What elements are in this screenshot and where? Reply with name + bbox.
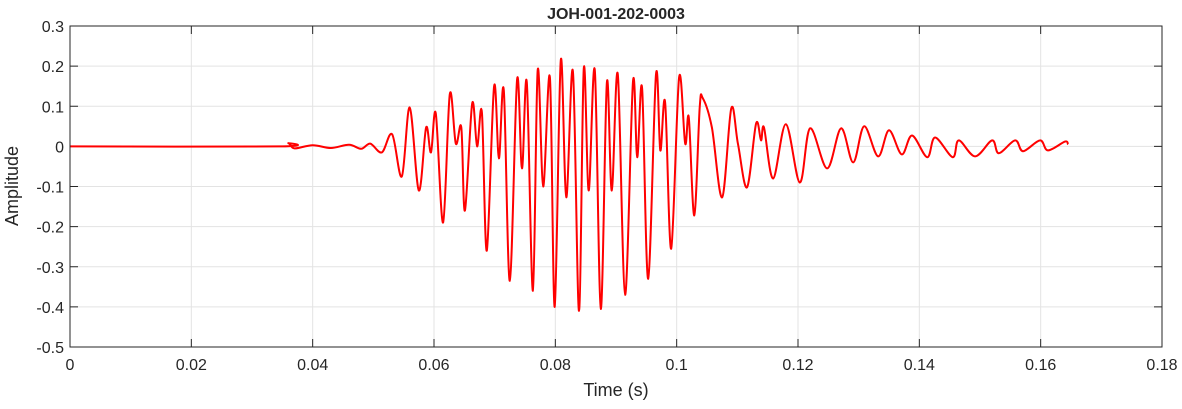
x-tick-label: 0.04 [297,357,328,374]
y-tick-label: -0.3 [36,260,64,277]
y-tick-label: 0 [55,139,64,156]
y-tick-label: -0.5 [36,340,64,357]
axes-box [69,25,1163,348]
chart-title: JOH-001-202-0003 [547,6,685,23]
x-tick-label: 0.14 [904,357,935,374]
x-tick-label: 0 [66,357,75,374]
y-tick-label: 0.1 [42,99,64,116]
x-tick-label: 0.16 [1025,357,1056,374]
x-tick-label: 0.02 [176,357,207,374]
x-axis-label: Time (s) [583,380,648,400]
x-tick-label: 0.18 [1146,357,1177,374]
y-tick-label: -0.2 [36,220,64,237]
x-tick-label: 0.06 [418,357,449,374]
x-tick-label: 0.08 [540,357,571,374]
y-tick-label: -0.1 [36,180,64,197]
y-tick-label: 0.2 [42,59,64,76]
x-tick-label: 0.1 [666,357,688,374]
y-axis-label: Amplitude [2,146,22,226]
signal-line [69,57,1069,312]
x-tick-label: 0.12 [782,357,813,374]
y-tick-label: 0.3 [42,19,64,36]
y-tick-label: -0.4 [36,300,64,317]
